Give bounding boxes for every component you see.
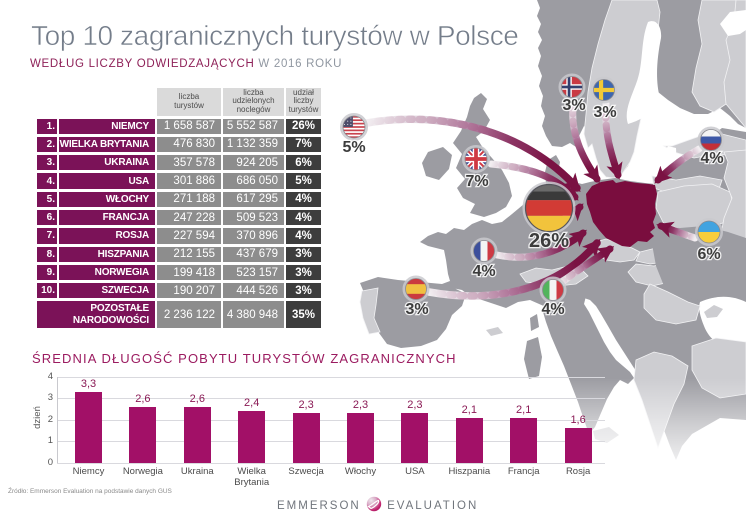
svg-text:5%: 5% [342,139,365,156]
svg-text:6%: 6% [697,246,720,263]
svg-text:3%: 3% [593,104,616,121]
svg-text:26%: 26% [529,230,569,252]
svg-text:4%: 4% [541,301,564,318]
svg-text:3%: 3% [562,97,585,114]
svg-text:4%: 4% [472,263,495,280]
svg-text:7%: 7% [465,173,488,190]
svg-text:3%: 3% [405,301,428,318]
svg-text:4%: 4% [700,150,723,167]
